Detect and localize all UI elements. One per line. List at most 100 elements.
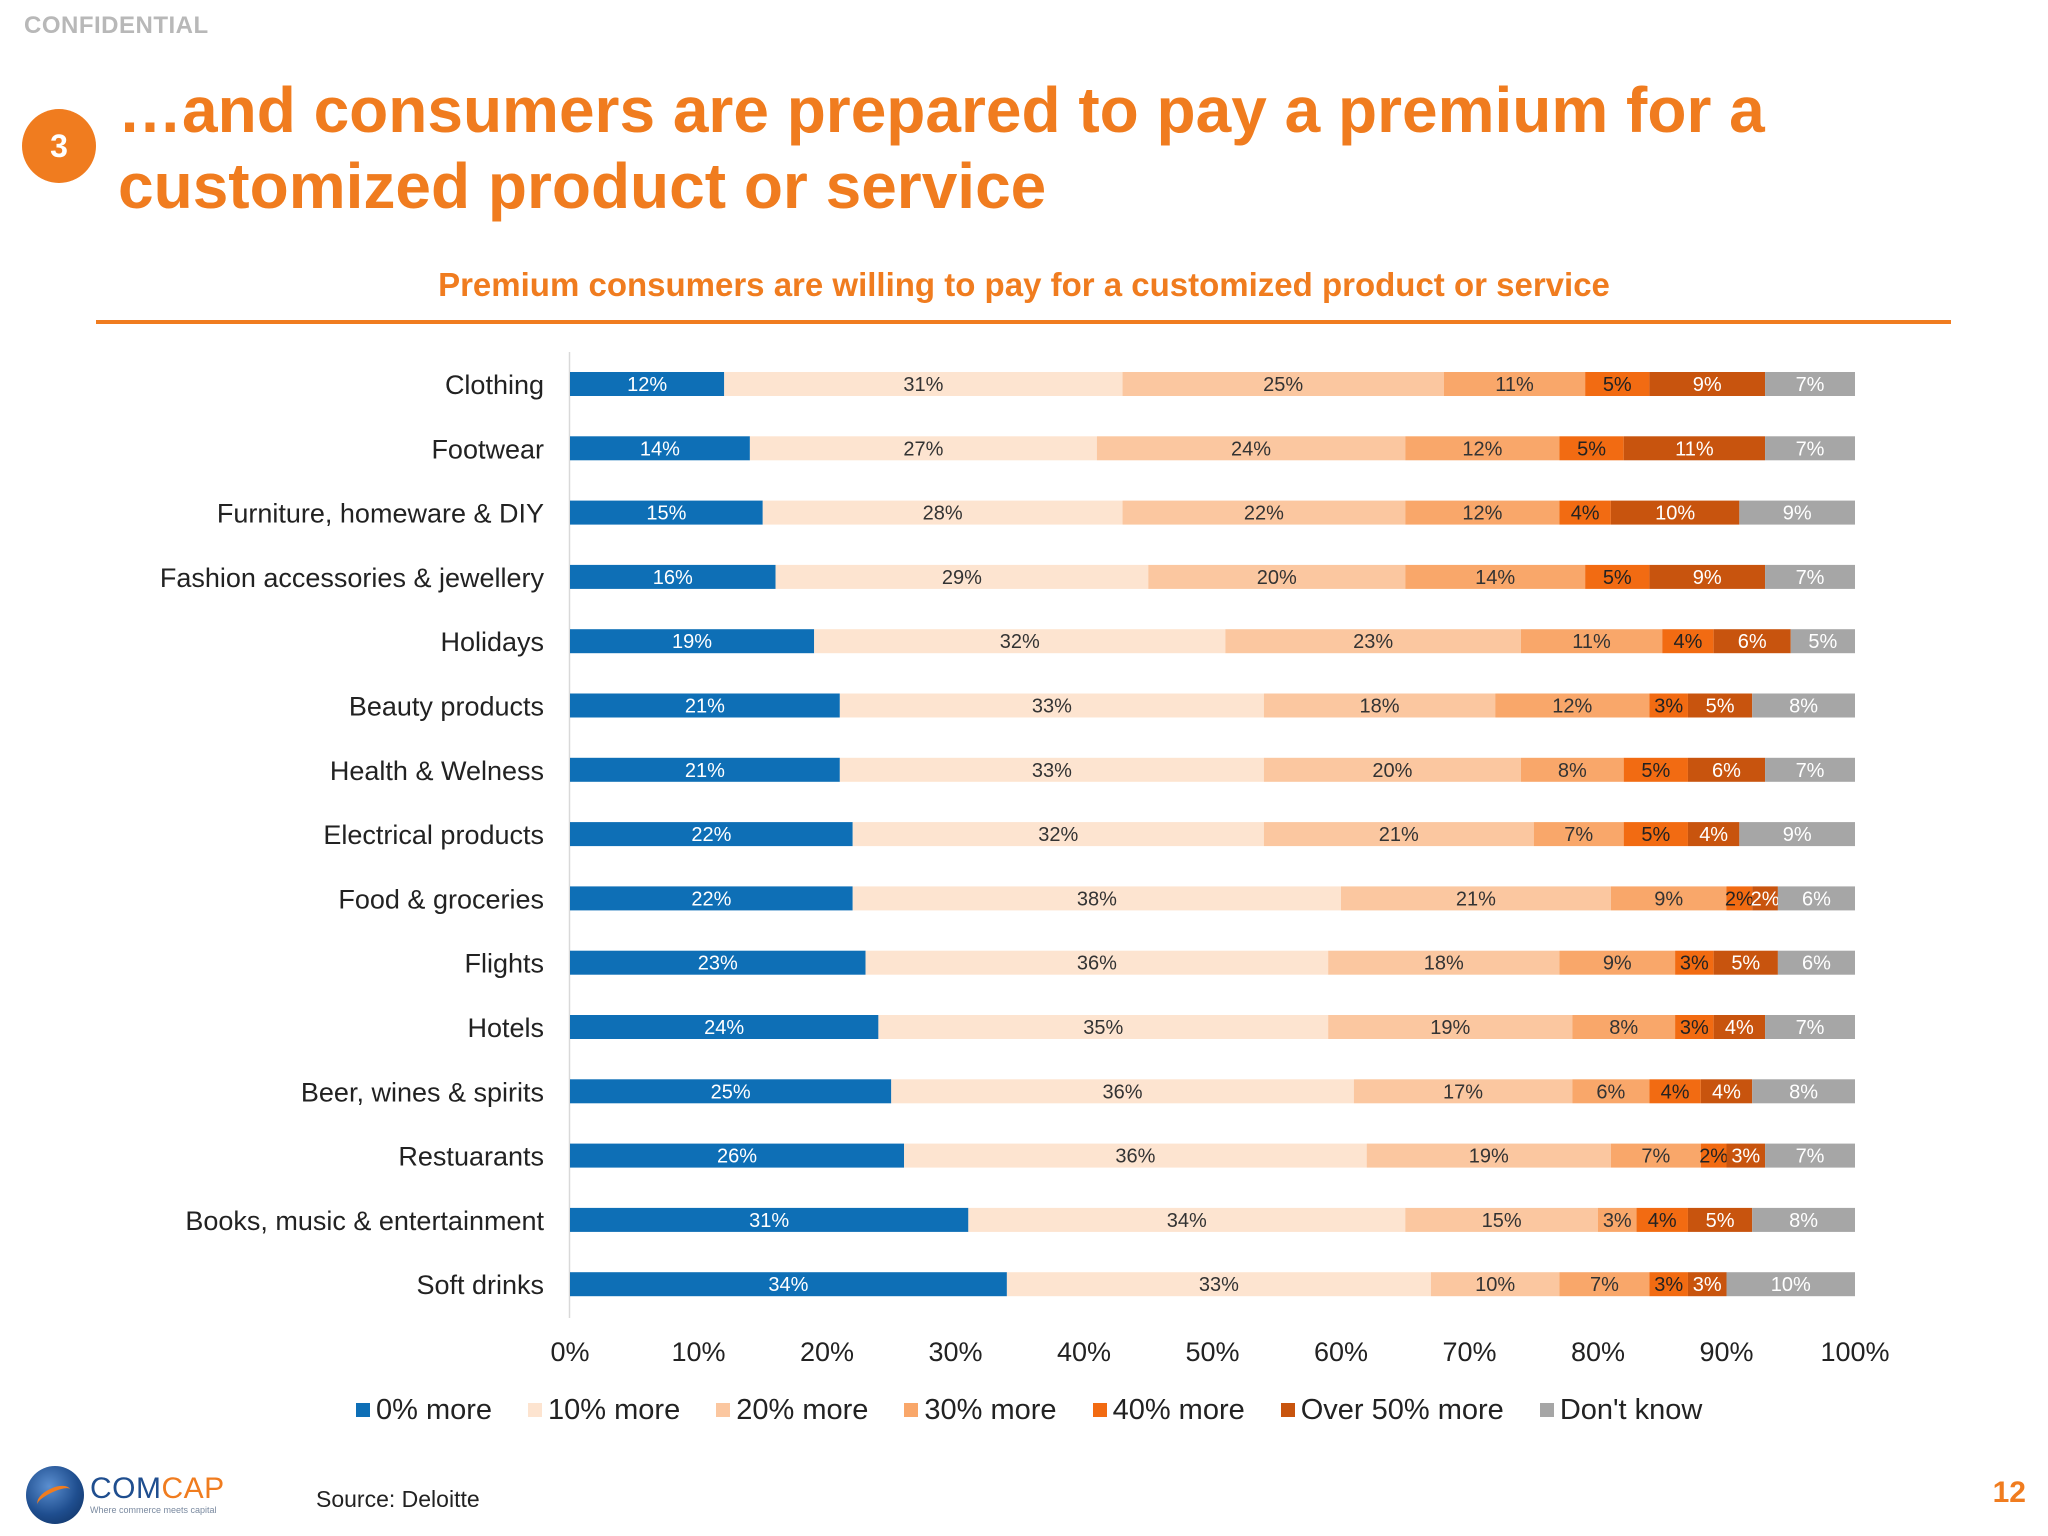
bar-segment <box>1572 1079 1650 1104</box>
category-label: Flights <box>464 949 544 979</box>
bar-segment <box>1559 500 1611 525</box>
data-label: 9% <box>1603 953 1632 975</box>
data-label: 4% <box>1699 824 1728 846</box>
data-label: 8% <box>1558 760 1587 782</box>
data-label: 33% <box>1032 696 1072 718</box>
bar-segment <box>1649 372 1766 396</box>
data-label: 7% <box>1796 760 1825 782</box>
bar-segment <box>1122 500 1406 525</box>
data-label: 20% <box>1257 567 1297 589</box>
bar-segment <box>1752 1207 1855 1232</box>
data-label: 5% <box>1641 824 1670 846</box>
data-label: 9% <box>1693 567 1722 589</box>
bar-segment <box>904 1143 1367 1168</box>
x-tick-label: 0% <box>550 1337 589 1367</box>
data-label: 19% <box>672 631 712 653</box>
bar-segment <box>1495 693 1650 718</box>
data-label: 26% <box>717 1146 757 1168</box>
bar-segment <box>1559 436 1624 461</box>
legend-swatch <box>904 1403 919 1417</box>
data-label: 10% <box>1655 503 1695 525</box>
bar-segment <box>1520 757 1624 782</box>
data-label: 12% <box>1462 438 1502 460</box>
x-tick-label: 100% <box>1820 1337 1889 1367</box>
data-label: 8% <box>1609 1017 1638 1039</box>
bar-segment <box>1713 629 1791 654</box>
data-label: 3% <box>1654 696 1683 718</box>
bar-segment <box>1649 1272 1688 1297</box>
confidential-label: CONFIDENTIAL <box>24 12 209 39</box>
legend-swatch <box>1280 1403 1295 1417</box>
data-label: 3% <box>1693 1274 1722 1296</box>
bar-segment <box>1765 1015 1855 1039</box>
category-label: Footwear <box>431 434 544 464</box>
category-label: Hotels <box>467 1013 544 1043</box>
legend-item: 10% more <box>528 1394 680 1427</box>
bar-segment <box>1777 950 1855 975</box>
bar-segment <box>814 629 1226 654</box>
data-label: 7% <box>1796 567 1825 589</box>
bar-segment <box>1675 950 1714 975</box>
data-label: 27% <box>903 438 943 460</box>
legend-swatch <box>1539 1403 1554 1417</box>
data-label: 25% <box>711 1081 751 1103</box>
data-label: 3% <box>1680 953 1709 975</box>
logo-name: COMCAP <box>90 1472 225 1505</box>
data-label: 14% <box>1475 567 1515 589</box>
category-label: Soft drinks <box>416 1270 544 1300</box>
bar-segment <box>1366 1143 1611 1168</box>
bar-segment <box>1765 436 1855 461</box>
data-label: 6% <box>1596 1081 1625 1103</box>
data-label: 7% <box>1641 1146 1670 1168</box>
legend-label: 20% more <box>736 1393 869 1426</box>
category-label: Furniture, homeware & DIY <box>217 499 544 529</box>
bar-segment <box>570 757 840 782</box>
logo-tagline: Where commerce meets capital <box>90 1505 217 1515</box>
data-label: 4% <box>1571 503 1600 525</box>
bar-segment <box>1739 500 1855 525</box>
legend-item: Don't know <box>1539 1394 1702 1427</box>
data-label: 6% <box>1802 953 1831 975</box>
data-label: 12% <box>1552 696 1592 718</box>
data-label: 19% <box>1469 1146 1509 1168</box>
category-label: Beauty products <box>349 692 544 722</box>
section-number-badge: 3 <box>22 109 96 183</box>
data-label: 18% <box>1424 953 1464 975</box>
data-label: 6% <box>1738 631 1767 653</box>
bar-segment <box>1752 886 1778 911</box>
legend-item: 30% more <box>904 1394 1057 1427</box>
bar-segment <box>1328 1015 1573 1039</box>
data-label: 5% <box>1603 374 1632 396</box>
bar-segment <box>1405 564 1586 589</box>
data-label: 7% <box>1590 1274 1619 1296</box>
category-label: Clothing <box>445 370 544 400</box>
data-label: 3% <box>1603 1210 1632 1232</box>
bar-segment <box>1405 1207 1598 1232</box>
bar-segment <box>1687 1272 1727 1297</box>
data-label: 8% <box>1789 1210 1818 1232</box>
data-label: 7% <box>1796 1146 1825 1168</box>
data-label: 36% <box>1077 953 1117 975</box>
data-label: 31% <box>903 374 943 396</box>
bar-segment <box>1649 564 1766 589</box>
bar-segment <box>570 822 853 847</box>
bar-segment <box>1623 757 1688 782</box>
data-label: 6% <box>1802 888 1831 910</box>
x-tick-label: 70% <box>1442 1337 1496 1367</box>
bar-segment <box>1623 436 1766 461</box>
bar-segment <box>1443 372 1586 396</box>
data-label: 31% <box>749 1210 789 1232</box>
bar-segment <box>570 693 840 718</box>
bar-segment <box>1726 886 1753 911</box>
data-label: 5% <box>1706 696 1735 718</box>
data-label: 21% <box>1379 824 1419 846</box>
bar-segment <box>1148 564 1406 589</box>
bar-segment <box>1752 693 1855 718</box>
data-label: 14% <box>640 438 680 460</box>
legend-label: 40% more <box>1112 1393 1245 1426</box>
data-label: 6% <box>1712 760 1741 782</box>
data-label: 5% <box>1808 631 1837 653</box>
category-label: Restuarants <box>398 1142 544 1172</box>
bar-segment <box>1263 693 1496 718</box>
x-tick-label: 10% <box>671 1337 725 1367</box>
